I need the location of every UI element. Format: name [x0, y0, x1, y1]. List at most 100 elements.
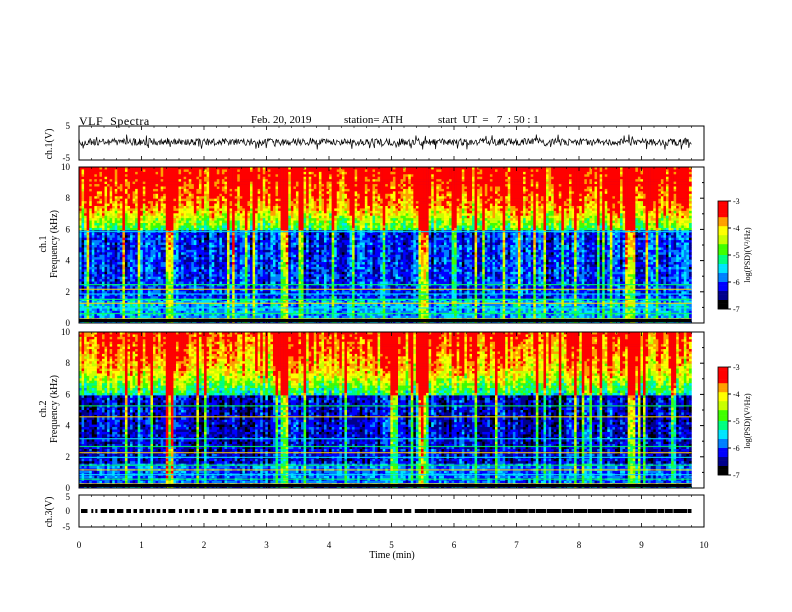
ch3-pulse [222, 509, 227, 513]
time-tick-label: 9 [639, 540, 644, 550]
ch3-pulse [139, 509, 144, 513]
ch1-waveform-trace [78, 125, 704, 161]
ch3-pulse [319, 509, 327, 513]
ch3-pulse [263, 509, 266, 513]
ch3-pulse [464, 509, 472, 513]
ch3-pulse [497, 509, 509, 513]
ch3-pulse [299, 509, 306, 513]
colorbar-tick-label: -3 [733, 363, 740, 372]
ch1-ytick-neg5: -5 [63, 153, 71, 163]
ch3-pulse [389, 509, 403, 513]
ch3-pulse [254, 509, 261, 513]
ch3-pulse [100, 509, 108, 513]
ch3-pulse [245, 509, 251, 513]
ch3-ytick-5: 5 [66, 492, 71, 502]
ch3-pulse [645, 509, 657, 513]
time-tick-label: 10 [700, 540, 710, 550]
colorbar-tick-label: -3 [733, 197, 740, 206]
ch2-spectrogram-ylabel: Frequency (kHz) [49, 375, 60, 443]
ch1-spectrogram-panel: ch.1 Frequency (kHz) 0 2 4 6 8 10 [38, 162, 705, 328]
colorbar-tick-label: -4 [733, 390, 740, 399]
ch3-pulse [356, 509, 372, 513]
frequency-tick-label: 0 [66, 483, 71, 493]
time-tick-label: 6 [452, 540, 457, 550]
ch3-pulse [109, 509, 115, 513]
ch3-pulse [536, 509, 547, 513]
frequency-tick-label: 10 [61, 327, 71, 337]
ch3-pulse [587, 509, 601, 513]
ch3-pulse [404, 509, 412, 513]
ch3-pulse [178, 509, 182, 513]
ch3-pulse [162, 509, 166, 513]
ch3-pulse [237, 509, 244, 513]
ch3-pulse [547, 509, 561, 513]
ch3-pulse [197, 509, 200, 513]
colorbar-tick-label: -4 [733, 224, 740, 233]
colorbar-tick-label: -7 [733, 305, 740, 314]
frequency-tick-label: 8 [66, 358, 71, 368]
ch3-pulse [630, 509, 645, 513]
ch1-spectrogram-heatmap [79, 167, 692, 324]
ch3-pulse [230, 509, 236, 513]
ch3-pulse [268, 509, 274, 513]
ch3-pulse [276, 509, 283, 513]
frequency-tick-label: 0 [66, 318, 71, 328]
ch3-pulse [472, 509, 484, 513]
ch3-pulse [292, 509, 299, 513]
header-station: station= ATH [344, 114, 403, 126]
ch3-ytick-0: 0 [66, 506, 71, 516]
header-start-time: start UT = 7 : 50 : 1 [438, 114, 539, 126]
colorbar-label: log(PSD)(V²/Hz) [743, 393, 752, 449]
ch3-pulse [203, 509, 209, 513]
ch3-pulse [156, 509, 161, 513]
frequency-tick-label: 8 [66, 193, 71, 203]
time-tick-label: 8 [577, 540, 582, 550]
time-tick-label: 5 [389, 540, 394, 550]
ch1-waveform-line [78, 134, 692, 150]
time-tick-label: 3 [264, 540, 269, 550]
ch3-waveform-panel: ch.3(V) 5 0 -5 [44, 492, 705, 532]
ch3-pulse [95, 509, 98, 513]
header-date: Feb. 20, 2019 [251, 114, 312, 126]
ch3-pulse [189, 509, 195, 513]
ch3-pulse [427, 509, 435, 513]
ch1-waveform-panel: ch.1(V) 5 -5 [44, 121, 705, 163]
ch3-pulse [126, 509, 131, 513]
ch1-waveform-ylabel: ch.1(V) [44, 129, 55, 160]
ch3-pulse [614, 509, 630, 513]
ch3-waveform-trace [81, 509, 692, 513]
colorbar-tick-label: -5 [733, 251, 740, 260]
frequency-tick-label: 4 [66, 256, 71, 266]
ch3-pulse [315, 509, 318, 513]
ch3-pulse [561, 509, 574, 513]
ch3-pulse [145, 509, 151, 513]
ch3-pulse [414, 509, 428, 513]
ch3-pulse [373, 509, 387, 513]
ch3-waveform-ylabel: ch.3(V) [44, 497, 55, 528]
ch3-pulse [168, 509, 176, 513]
colorbar-tick-label: -7 [733, 471, 740, 480]
ch3-pulse [664, 509, 673, 513]
ch3-pulse [515, 509, 528, 513]
ch2-colorbar: -3 -4 -5 -6 -7 log(PSD)(V²/Hz) [717, 363, 752, 480]
ch3-pulse [133, 509, 137, 513]
ch2-spectrogram-panel: ch.2 Frequency (kHz) 0 2 4 6 8 10 [38, 327, 705, 493]
frequency-tick-label: 2 [66, 287, 71, 297]
time-tick-label: 1 [139, 540, 144, 550]
frequency-tick-label: 4 [66, 421, 71, 431]
ch3-pulse [117, 509, 124, 513]
time-axis-ticks: 0 1 2 3 4 5 6 7 8 9 10 [77, 126, 709, 550]
frequency-tick-label: 6 [66, 224, 71, 234]
ch3-pulse [435, 509, 452, 513]
time-tick-label: 0 [77, 540, 82, 550]
ch3-pulse [451, 509, 465, 513]
ch3-pulse [573, 509, 587, 513]
frequency-tick-label: 6 [66, 389, 71, 399]
ch3-pulse [673, 509, 688, 513]
time-tick-label: 7 [514, 540, 519, 550]
ch3-pulse [334, 509, 340, 513]
ch1-spectrogram-ylabel: Frequency (kHz) [49, 210, 60, 278]
colorbar-tick-label: -6 [733, 278, 740, 287]
ch3-pulse [328, 509, 333, 513]
